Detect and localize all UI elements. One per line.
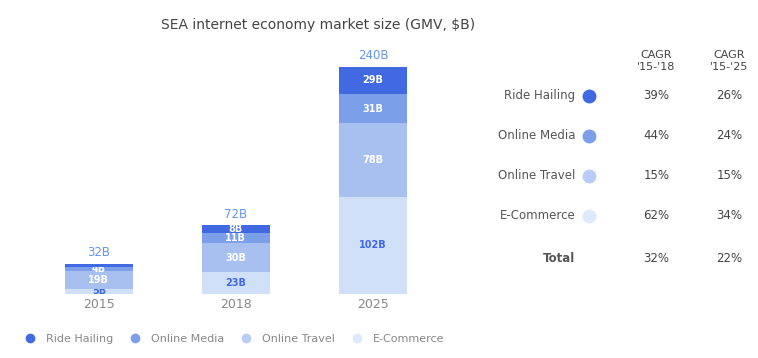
Text: 31B: 31B xyxy=(362,104,384,114)
Text: 29B: 29B xyxy=(362,75,384,85)
Bar xyxy=(339,67,407,94)
Text: 4B: 4B xyxy=(92,264,106,274)
Text: 240B: 240B xyxy=(358,49,388,62)
Text: 44%: 44% xyxy=(644,129,669,142)
Text: Ride Hailing: Ride Hailing xyxy=(504,89,575,102)
Bar xyxy=(202,226,270,233)
Text: 26%: 26% xyxy=(716,89,742,102)
Text: 5B: 5B xyxy=(92,286,106,296)
Bar xyxy=(339,124,407,197)
Text: Online Travel: Online Travel xyxy=(498,169,575,182)
Bar xyxy=(202,243,270,272)
Bar xyxy=(339,94,407,124)
Text: 11B: 11B xyxy=(225,233,246,243)
Text: 30B: 30B xyxy=(225,253,246,263)
Text: CAGR
'15-'25: CAGR '15-'25 xyxy=(710,50,748,72)
Text: E-Commerce: E-Commerce xyxy=(500,209,575,222)
Text: 39%: 39% xyxy=(644,89,669,102)
Text: 102B: 102B xyxy=(359,240,387,250)
Text: 72B: 72B xyxy=(224,208,247,221)
Text: 19B: 19B xyxy=(89,275,109,285)
Bar xyxy=(202,272,270,294)
Text: 32%: 32% xyxy=(644,252,669,265)
Text: 24%: 24% xyxy=(716,129,742,142)
Text: Total: Total xyxy=(543,252,575,265)
Text: 62%: 62% xyxy=(644,209,669,222)
Bar xyxy=(339,197,407,294)
Text: 8B: 8B xyxy=(229,224,243,234)
Text: 22%: 22% xyxy=(716,252,742,265)
Text: SEA internet economy market size (GMV, $B): SEA internet economy market size (GMV, $… xyxy=(161,18,475,32)
Text: 15%: 15% xyxy=(644,169,669,182)
Bar xyxy=(64,289,133,294)
Legend: Ride Hailing, Online Media, Online Travel, E-Commerce: Ride Hailing, Online Media, Online Trave… xyxy=(14,329,449,348)
Bar xyxy=(64,264,133,267)
Text: 23B: 23B xyxy=(225,278,246,288)
Text: Online Media: Online Media xyxy=(498,129,575,142)
Bar xyxy=(64,267,133,271)
Bar xyxy=(202,233,270,243)
Bar xyxy=(64,271,133,289)
Text: 78B: 78B xyxy=(362,155,384,165)
Text: 15%: 15% xyxy=(716,169,742,182)
Text: 34%: 34% xyxy=(716,209,742,222)
Text: CAGR
'15-'18: CAGR '15-'18 xyxy=(637,50,675,72)
Text: 32B: 32B xyxy=(87,246,111,258)
